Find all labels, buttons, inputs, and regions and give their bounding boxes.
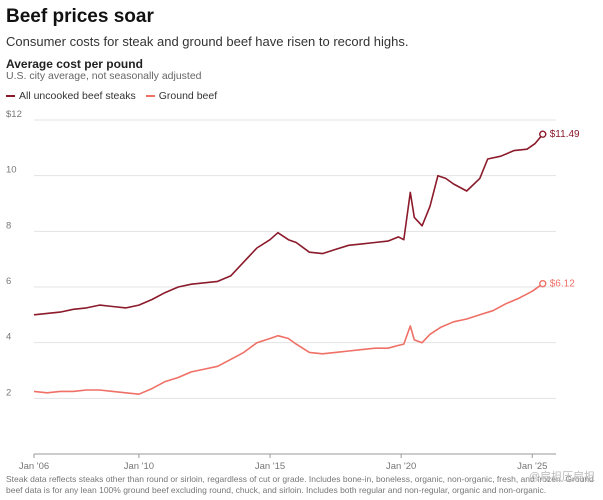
x-tick-label-3: Jan '20 <box>386 461 416 472</box>
subheadline: Consumer costs for steak and ground beef… <box>6 34 409 49</box>
series-line-1 <box>33 283 544 395</box>
x-tick-label-0: Jan '06 <box>19 461 49 472</box>
legend-label-steak: All uncooked beef steaks <box>19 90 136 102</box>
watermark: @扁担压扁担 <box>528 471 595 483</box>
y-tick-label-0: $12 <box>6 109 22 120</box>
legend-item-steak: All uncooked beef steaks <box>6 90 136 102</box>
legend-swatch-steak <box>6 95 15 97</box>
series-end-point-0 <box>539 130 547 138</box>
legend-swatch-ground <box>145 95 155 97</box>
footnote: Steak data reflects steaks other than ro… <box>6 474 594 495</box>
y-tick-label-2: 8 <box>6 220 11 231</box>
x-tick-label-4: Jan '25 <box>517 461 547 472</box>
chart-title: Average cost per pound <box>6 57 143 71</box>
x-tick-label-1: Jan '10 <box>124 461 154 472</box>
series-end-point-1 <box>539 279 547 288</box>
series-end-label-1: $6.12 <box>550 279 575 290</box>
series-line-0 <box>33 133 544 316</box>
headline: Beef prices soar <box>6 6 154 27</box>
y-tick-label-3: 6 <box>6 276 11 287</box>
legend: All uncooked beef steaks Ground beef <box>6 90 217 102</box>
x-tick-label-2: Jan '15 <box>255 461 285 472</box>
chart-subtitle: U.S. city average, not seasonally adjust… <box>6 70 202 82</box>
legend-label-ground: Ground beef <box>158 90 218 102</box>
y-tick-label-5: 2 <box>6 387 11 398</box>
legend-item-ground: Ground beef <box>145 90 218 102</box>
y-tick-label-1: 10 <box>6 165 17 176</box>
series-end-label-0: $11.49 <box>550 129 580 140</box>
y-tick-label-4: 4 <box>6 332 11 343</box>
